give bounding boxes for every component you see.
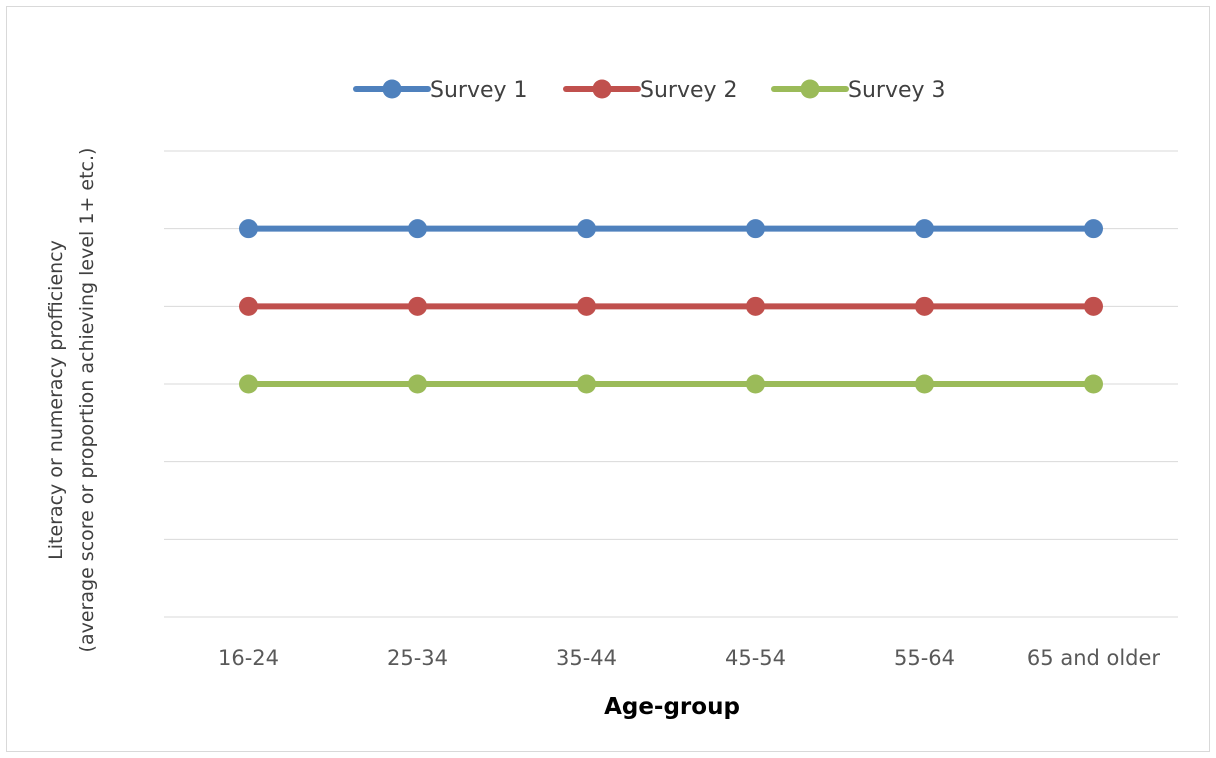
data-point-series-3-55-64 bbox=[915, 374, 934, 394]
data-point-series-1-16-24 bbox=[239, 219, 258, 239]
chart-frame bbox=[6, 6, 1210, 752]
x-axis-ticks: 16-24 25-34 35-44 45-54 55-64 65 and older bbox=[218, 646, 1160, 670]
legend-item-series-3: Survey 3 bbox=[771, 78, 946, 103]
x-tick-label: 25-34 bbox=[387, 646, 448, 670]
data-point-series-1-55-64 bbox=[915, 219, 934, 239]
data-point-series-2-45-54 bbox=[746, 296, 765, 316]
legend-item-series-2: Survey 2 bbox=[563, 78, 738, 103]
x-tick-label: 35-44 bbox=[556, 646, 617, 670]
legend-label: Survey 2 bbox=[640, 78, 738, 103]
y-axis-title: Literacy or numeracy profficiency (avera… bbox=[45, 148, 98, 653]
data-point-series-1-65-and-older bbox=[1084, 219, 1103, 239]
data-point-series-2-25-34 bbox=[408, 296, 427, 316]
x-tick-label: 55-64 bbox=[894, 646, 955, 670]
legend-swatch-marker bbox=[800, 79, 820, 99]
legend-label: Survey 3 bbox=[848, 78, 946, 103]
data-point-series-1-35-44 bbox=[577, 219, 596, 239]
y-axis-title-line-1: Literacy or numeracy profficiency bbox=[45, 240, 67, 560]
x-tick-label: 65 and older bbox=[1027, 646, 1161, 670]
legend-item-series-1: Survey 1 bbox=[353, 78, 528, 103]
legend-swatch-marker bbox=[592, 79, 612, 99]
data-point-series-1-25-34 bbox=[408, 219, 427, 239]
data-point-series-3-45-54 bbox=[746, 374, 765, 394]
data-point-series-3-25-34 bbox=[408, 374, 427, 394]
data-point-series-3-16-24 bbox=[239, 374, 258, 394]
legend-swatch-marker bbox=[382, 79, 402, 99]
data-point-series-3-35-44 bbox=[577, 374, 596, 394]
x-axis-title: Age-group bbox=[604, 694, 740, 720]
x-tick-label: 45-54 bbox=[725, 646, 786, 670]
legend-label: Survey 1 bbox=[430, 78, 528, 103]
x-tick-label: 16-24 bbox=[218, 646, 279, 670]
y-axis-title-line-2: (average score or proportion achieving l… bbox=[76, 148, 98, 653]
data-point-series-2-65-and-older bbox=[1084, 296, 1103, 316]
data-point-series-2-35-44 bbox=[577, 296, 596, 316]
data-point-series-2-55-64 bbox=[915, 296, 934, 316]
data-point-series-2-16-24 bbox=[239, 296, 258, 316]
data-point-series-1-45-54 bbox=[746, 219, 765, 239]
data-point-series-3-65-and-older bbox=[1084, 374, 1103, 394]
series-layer bbox=[239, 219, 1103, 394]
legend: Survey 1 Survey 2 Survey 3 bbox=[353, 78, 946, 103]
